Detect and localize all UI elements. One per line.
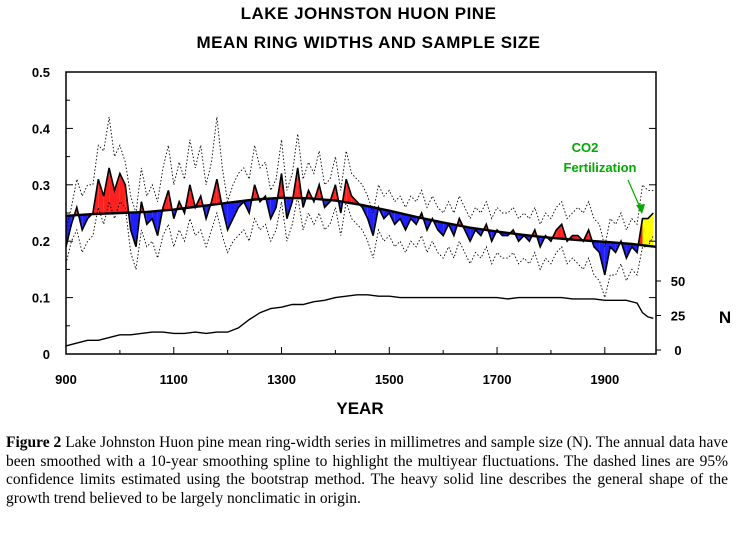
y-tick-label: 0.4: [32, 121, 51, 136]
below-trend-fill: [130, 212, 136, 247]
below-trend-fill: [594, 241, 600, 253]
figure-caption: Figure 2 Lake Johnston Huon pine mean ri…: [6, 434, 728, 508]
chart-title: LAKE JOHNSTON HUON PINE: [240, 4, 497, 23]
n-tick-label: 25: [671, 309, 685, 324]
x-tick-label: 1500: [375, 372, 404, 387]
n-tick-label: 0: [674, 343, 681, 358]
x-tick-label: 1100: [160, 372, 188, 387]
anomaly-fills: [66, 167, 654, 275]
above-trend-fill: [103, 167, 110, 214]
above-trend-fill: [647, 213, 654, 247]
n-tick-label: 50: [671, 274, 685, 289]
caption-text: Lake Johnston Huon pine mean ring-width …: [6, 434, 729, 507]
x-axis-label: YEAR: [336, 399, 383, 418]
above-trend-fill: [109, 167, 115, 214]
below-trend-fill: [227, 202, 233, 230]
x-tick-label: 1300: [267, 372, 296, 387]
x-tick-label: 1900: [590, 372, 619, 387]
annotation-line1: CO2: [572, 140, 599, 155]
y-tick-label: 0.1: [32, 291, 50, 306]
y-tick-label: 0: [43, 347, 50, 362]
upper-confidence-line: [65, 117, 654, 247]
axes: 0 0.1 0.2 0.3 0.4 0.5 900 1100 1300 1500 1700 1900 0…: [32, 65, 685, 387]
mean-ring-width-line: [65, 167, 654, 276]
lower-confidence-line: [65, 196, 654, 300]
below-trend-fill: [437, 221, 444, 236]
above-trend-fill: [98, 179, 104, 214]
chart-plot: 0 0.1 0.2 0.3 0.4 0.5 900 1100 1300 1500 1700 1900 0…: [32, 65, 731, 418]
n-axis-label: N: [719, 308, 731, 327]
co2-annotation: CO2 Fertilization: [564, 140, 645, 214]
annotation-arrowhead: [636, 204, 645, 214]
sample-size-line: [65, 294, 654, 347]
below-trend-fill: [270, 198, 277, 219]
series-lines: [65, 117, 657, 347]
y-tick-label: 0.2: [32, 234, 50, 249]
y-tick-label: 0.5: [32, 65, 50, 80]
caption-label: Figure 2: [6, 434, 62, 451]
above-trend-fill: [556, 224, 562, 239]
below-trend-fill: [367, 206, 374, 236]
x-tick-label: 900: [55, 372, 77, 387]
y-tick-label: 0.3: [32, 178, 50, 193]
annotation-line2: Fertilization: [564, 160, 637, 175]
above-trend-fill: [642, 218, 648, 246]
below-trend-fill: [394, 212, 401, 225]
x-tick-label: 1700: [483, 372, 512, 387]
growth-trend-line: [65, 196, 657, 248]
below-trend-fill: [146, 211, 153, 225]
above-trend-fill: [114, 173, 120, 214]
chart-subtitle: MEAN RING WIDTHS AND SAMPLE SIZE: [196, 33, 541, 52]
